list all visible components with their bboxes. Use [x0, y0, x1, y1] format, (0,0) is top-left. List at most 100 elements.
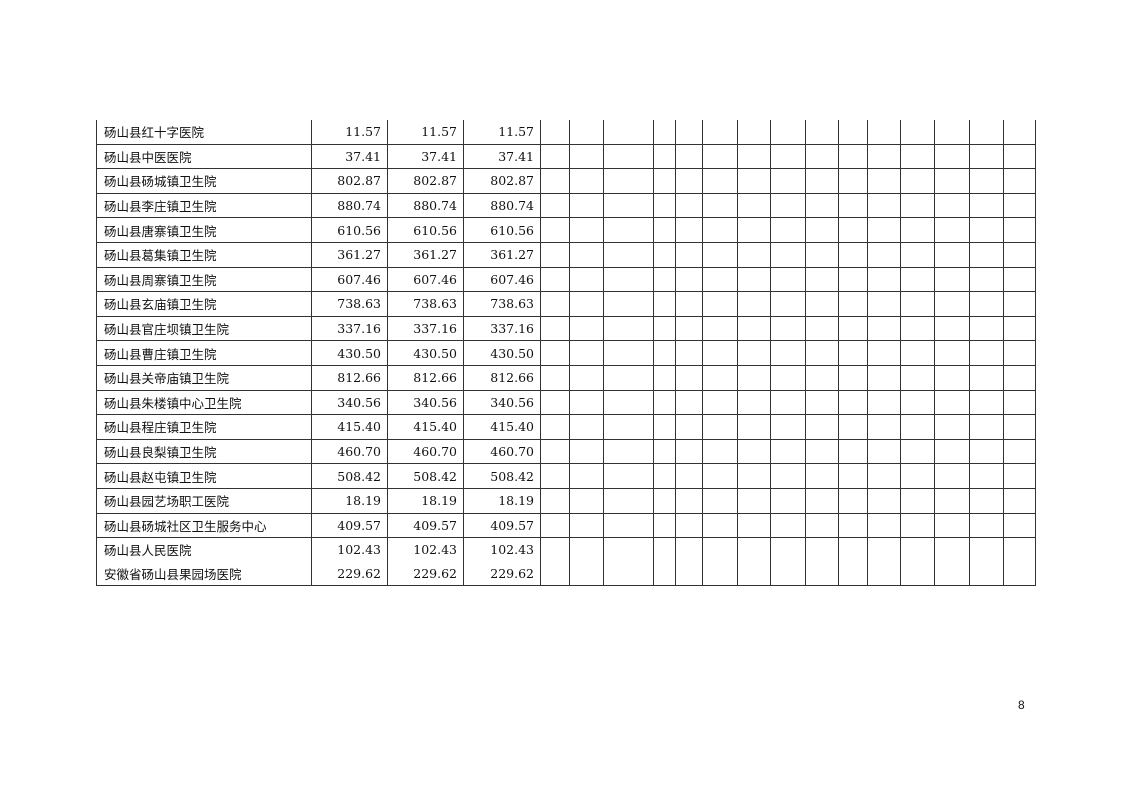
amount-cell: 880.74	[387, 193, 464, 219]
empty-cell	[969, 144, 1004, 170]
empty-cell	[702, 390, 738, 416]
unit-name-cell: 砀山县砀城社区卫生服务中心	[96, 513, 312, 539]
empty-cell	[770, 463, 806, 489]
amount-cell: 415.40	[311, 414, 388, 440]
empty-cell	[540, 488, 570, 514]
empty-cell	[675, 316, 703, 342]
amount-cell: 430.50	[311, 340, 388, 366]
empty-cell	[867, 561, 901, 587]
empty-cell	[540, 537, 570, 562]
empty-cell	[934, 513, 970, 539]
amount-cell: 508.42	[463, 463, 541, 489]
empty-cell	[770, 513, 806, 539]
empty-cell	[1003, 365, 1036, 391]
empty-cell	[702, 439, 738, 465]
empty-cell	[1003, 513, 1036, 539]
empty-cell	[702, 193, 738, 219]
unit-name-cell: 砀山县曹庄镇卫生院	[96, 340, 312, 366]
empty-cell	[867, 168, 901, 194]
amount-cell: 802.87	[387, 168, 464, 194]
empty-cell	[805, 340, 839, 366]
empty-cell	[934, 168, 970, 194]
empty-cell	[867, 463, 901, 489]
amount-cell: 607.46	[387, 267, 464, 293]
table-row: 砀山县曹庄镇卫生院 430.50 430.50 430.50	[96, 340, 1036, 366]
amount-cell: 102.43	[387, 537, 464, 562]
empty-cell	[1003, 537, 1036, 562]
empty-cell	[900, 390, 935, 416]
unit-name-cell: 砀山县官庄坝镇卫生院	[96, 316, 312, 342]
empty-cell	[540, 513, 570, 539]
empty-cell	[569, 463, 604, 489]
amount-cell: 738.63	[463, 291, 541, 317]
empty-cell	[702, 120, 738, 145]
empty-cell	[900, 414, 935, 440]
empty-cell	[838, 267, 868, 293]
amount-cell: 361.27	[463, 242, 541, 268]
empty-cell	[867, 267, 901, 293]
unit-name-cell: 砀山县赵屯镇卫生院	[96, 463, 312, 489]
empty-cell	[900, 463, 935, 489]
unit-name-cell: 砀山县园艺场职工医院	[96, 488, 312, 514]
empty-cell	[900, 561, 935, 587]
empty-cell	[934, 217, 970, 243]
empty-cell	[867, 120, 901, 145]
empty-cell	[702, 267, 738, 293]
empty-cell	[603, 193, 654, 219]
empty-cell	[603, 414, 654, 440]
empty-cell	[653, 242, 676, 268]
amount-cell: 607.46	[463, 267, 541, 293]
empty-cell	[900, 193, 935, 219]
amount-cell: 229.62	[463, 561, 541, 587]
empty-cell	[702, 414, 738, 440]
empty-cell	[603, 561, 654, 587]
empty-cell	[805, 144, 839, 170]
empty-cell	[770, 168, 806, 194]
empty-cell	[675, 390, 703, 416]
empty-cell	[569, 168, 604, 194]
empty-cell	[569, 120, 604, 145]
empty-cell	[838, 217, 868, 243]
empty-cell	[540, 463, 570, 489]
empty-cell	[934, 365, 970, 391]
unit-name-cell: 砀山县唐寨镇卫生院	[96, 217, 312, 243]
empty-cell	[770, 561, 806, 587]
empty-cell	[702, 513, 738, 539]
table-row: 砀山县赵屯镇卫生院 508.42 508.42 508.42	[96, 463, 1036, 489]
table-row: 砀山县红十字医院 11.57 11.57 11.57	[96, 120, 1036, 145]
empty-cell	[900, 242, 935, 268]
empty-cell	[653, 340, 676, 366]
amount-cell: 738.63	[387, 291, 464, 317]
unit-name-cell: 砀山县红十字医院	[96, 120, 312, 145]
table-row: 砀山县关帝庙镇卫生院 812.66 812.66 812.66	[96, 365, 1036, 391]
empty-cell	[867, 193, 901, 219]
empty-cell	[653, 217, 676, 243]
empty-cell	[805, 120, 839, 145]
empty-cell	[653, 365, 676, 391]
empty-cell	[569, 291, 604, 317]
empty-cell	[934, 193, 970, 219]
amount-cell: 18.19	[311, 488, 388, 514]
empty-cell	[900, 267, 935, 293]
hospital-budget-table: 砀山县红十字医院 11.57 11.57 11.57 砀山县中医医院 37.41 37.41…	[96, 120, 1036, 587]
empty-cell	[603, 316, 654, 342]
amount-cell: 802.87	[311, 168, 388, 194]
amount-cell: 361.27	[387, 242, 464, 268]
empty-cell	[540, 414, 570, 440]
amount-cell: 409.57	[463, 513, 541, 539]
empty-cell	[653, 390, 676, 416]
empty-cell	[603, 242, 654, 268]
empty-cell	[603, 513, 654, 539]
unit-name-cell: 砀山县程庄镇卫生院	[96, 414, 312, 440]
empty-cell	[653, 193, 676, 219]
empty-cell	[540, 144, 570, 170]
empty-cell	[675, 439, 703, 465]
empty-cell	[770, 242, 806, 268]
empty-cell	[867, 316, 901, 342]
empty-cell	[867, 291, 901, 317]
empty-cell	[770, 120, 806, 145]
empty-cell	[969, 242, 1004, 268]
unit-name-cell: 砀山县朱楼镇中心卫生院	[96, 390, 312, 416]
empty-cell	[805, 316, 839, 342]
empty-cell	[1003, 463, 1036, 489]
